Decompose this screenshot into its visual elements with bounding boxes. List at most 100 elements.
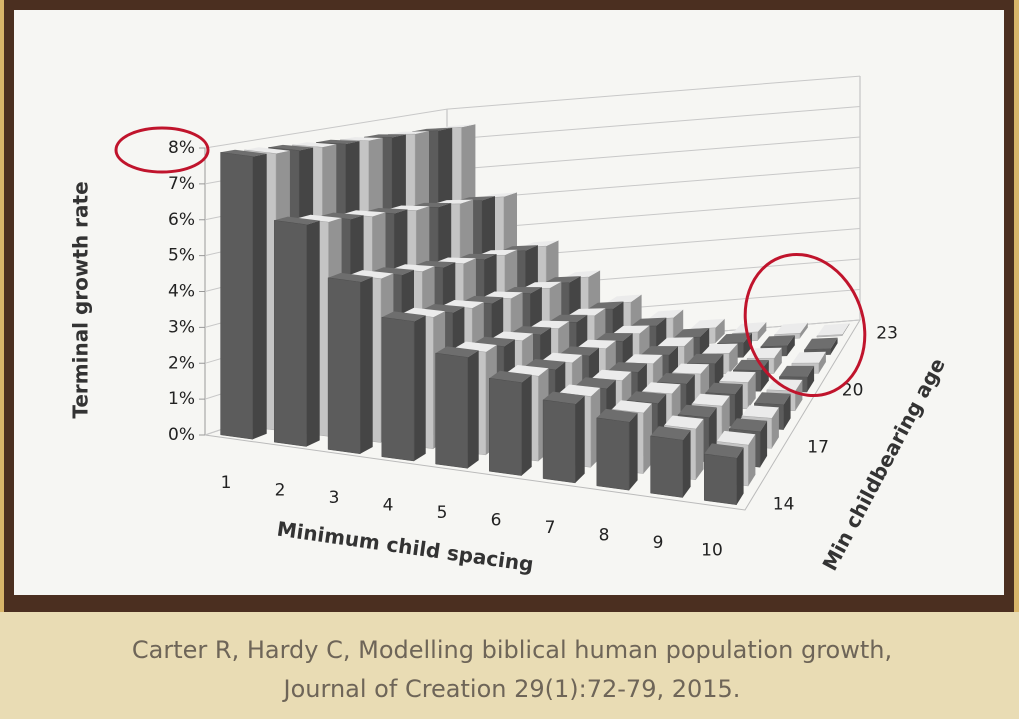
bar	[542, 391, 585, 484]
bar-top	[678, 404, 717, 418]
caption-strip	[0, 612, 1019, 719]
bar-top	[779, 365, 815, 378]
bar-top	[297, 214, 342, 223]
bar-front	[274, 220, 307, 447]
bar-top	[760, 335, 795, 347]
bar	[274, 216, 320, 447]
bar-top	[412, 127, 453, 132]
caption-line: Carter R, Hardy C, Modelling biblical hu…	[132, 636, 892, 664]
x-tick-label: 2	[275, 480, 286, 500]
bar-top	[292, 142, 337, 148]
bar-side	[695, 418, 704, 480]
bar-top	[704, 443, 744, 459]
bar-side	[783, 393, 791, 430]
bar-side	[643, 403, 652, 474]
bar-front	[650, 435, 684, 498]
bar-side	[682, 430, 691, 498]
caption-line: Journal of Creation 29(1):72-79, 2015.	[282, 675, 741, 703]
bar-top	[559, 346, 599, 356]
bar-top	[402, 307, 446, 318]
bar	[220, 149, 267, 440]
bar-top	[592, 369, 632, 381]
bar-side	[715, 318, 725, 343]
bar-top	[594, 333, 633, 342]
bar-side	[521, 374, 532, 476]
y-axis-title: Terminal growth rate	[69, 181, 93, 418]
bar-side	[306, 220, 320, 447]
x-tick-label: 3	[329, 488, 340, 508]
bar-top	[741, 405, 779, 419]
bar-top	[657, 337, 694, 347]
bar-side	[787, 335, 795, 356]
bar-side	[734, 384, 743, 427]
bar-top	[381, 311, 426, 322]
bar-side	[818, 351, 826, 374]
bar-top	[716, 430, 756, 446]
x-tick-label: 7	[545, 518, 556, 538]
bar-top	[672, 363, 710, 374]
bar-top	[702, 343, 738, 354]
bar-side	[736, 447, 744, 505]
y-tick-label: 5%	[168, 246, 195, 266]
x-tick-label: 10	[701, 540, 723, 560]
bar-top	[630, 317, 667, 327]
bar-top	[388, 131, 429, 135]
bar	[381, 311, 426, 462]
bar-top	[563, 270, 601, 279]
z-tick-label: 23	[876, 324, 898, 344]
bar-front	[435, 352, 469, 469]
bar-side	[842, 323, 850, 336]
bar-top	[502, 287, 542, 294]
x-tick-label: 4	[383, 495, 394, 515]
bar-top	[542, 276, 581, 284]
bar-top	[791, 351, 826, 364]
bar-top	[673, 328, 710, 338]
bar-side	[774, 347, 782, 374]
bar-side	[467, 350, 479, 469]
bar-top	[567, 308, 606, 316]
bar-front	[381, 316, 415, 462]
bar-top	[642, 382, 681, 394]
bar-top	[608, 362, 647, 373]
bar-side	[252, 153, 267, 440]
bar-top	[641, 346, 678, 356]
bar-top	[542, 352, 583, 363]
bar-side	[575, 395, 585, 483]
bar-top	[316, 139, 360, 145]
bar-top	[804, 337, 838, 350]
bar-side	[729, 343, 738, 374]
bar-side	[414, 315, 426, 461]
y-tick-label: 4%	[168, 282, 195, 302]
bar-top	[586, 301, 624, 310]
bar-side	[771, 407, 779, 449]
bar	[327, 272, 373, 455]
y-tick-label: 6%	[168, 210, 195, 230]
x-tick-label: 1	[221, 473, 232, 493]
bar-top	[664, 415, 704, 429]
bar-top	[647, 309, 684, 320]
bar-top	[687, 353, 724, 364]
bar	[596, 408, 638, 491]
bar-top	[529, 320, 570, 329]
bar-top	[548, 314, 588, 323]
bar-side	[747, 372, 756, 409]
bar-front	[327, 277, 361, 455]
y-tick-label: 2%	[168, 353, 195, 373]
bar-side	[629, 412, 638, 491]
bar-top	[657, 373, 695, 384]
bar-side	[760, 360, 769, 392]
y-tick-label: 8%	[168, 138, 195, 158]
bar-top	[435, 346, 479, 358]
bar-top	[489, 370, 532, 383]
bar-top	[626, 391, 667, 404]
y-tick-label: 0%	[168, 425, 195, 445]
bar-side	[807, 365, 815, 392]
bar-top	[650, 426, 691, 441]
bar-front	[542, 399, 576, 484]
bar-top	[754, 392, 791, 405]
x-tick-label: 6	[491, 510, 502, 530]
bar-front	[596, 417, 630, 491]
z-tick-label: 17	[807, 438, 829, 458]
